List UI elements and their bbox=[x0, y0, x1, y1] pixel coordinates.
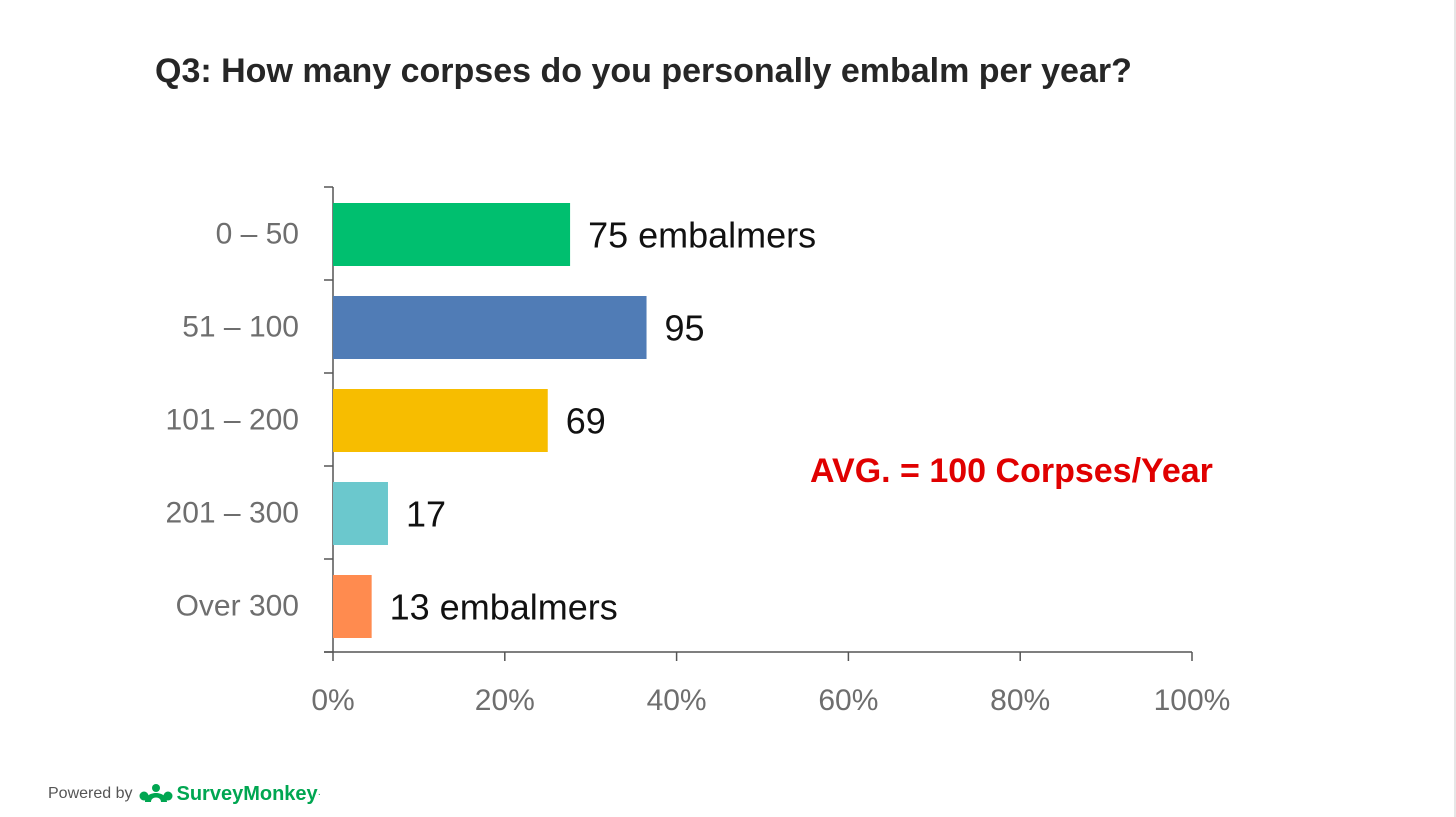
brand-name[interactable]: SurveyMonkey bbox=[176, 782, 318, 805]
x-tick-label: 100% bbox=[1154, 684, 1231, 717]
bar bbox=[333, 296, 647, 359]
x-tick-label: 60% bbox=[818, 684, 878, 717]
x-tick-label: 40% bbox=[647, 684, 707, 717]
bar-data-label: 69 bbox=[566, 401, 606, 442]
y-category-label: 201 – 300 bbox=[166, 497, 299, 530]
average-annotation: AVG. = 100 Corpses/Year bbox=[810, 452, 1213, 490]
x-tick-label: 20% bbox=[475, 684, 535, 717]
bar-data-label: 13 embalmers bbox=[390, 587, 618, 628]
bar bbox=[333, 482, 388, 545]
x-tick-label: 80% bbox=[990, 684, 1050, 717]
powered-by-label: Powered by bbox=[48, 785, 133, 802]
bar-data-label: 75 embalmers bbox=[588, 215, 816, 256]
y-category-label: 51 – 100 bbox=[182, 311, 299, 344]
y-category-label: Over 300 bbox=[176, 590, 299, 623]
bar bbox=[333, 203, 571, 266]
brand-trademark: · bbox=[317, 788, 322, 800]
bar bbox=[333, 575, 372, 638]
y-category-label: 0 – 50 bbox=[216, 218, 299, 251]
chart-title: Q3: How many corpses do you personally e… bbox=[155, 52, 1132, 90]
bar-data-label: 17 bbox=[406, 494, 446, 535]
x-tick-label: 0% bbox=[311, 684, 354, 717]
bar bbox=[333, 389, 548, 452]
bar-data-label: 95 bbox=[665, 308, 705, 349]
footer: Powered by SurveyMonkey · bbox=[48, 780, 321, 808]
slide-edge bbox=[1454, 0, 1456, 817]
surveymonkey-logo-icon[interactable] bbox=[139, 782, 173, 806]
y-category-label: 101 – 200 bbox=[166, 404, 299, 437]
